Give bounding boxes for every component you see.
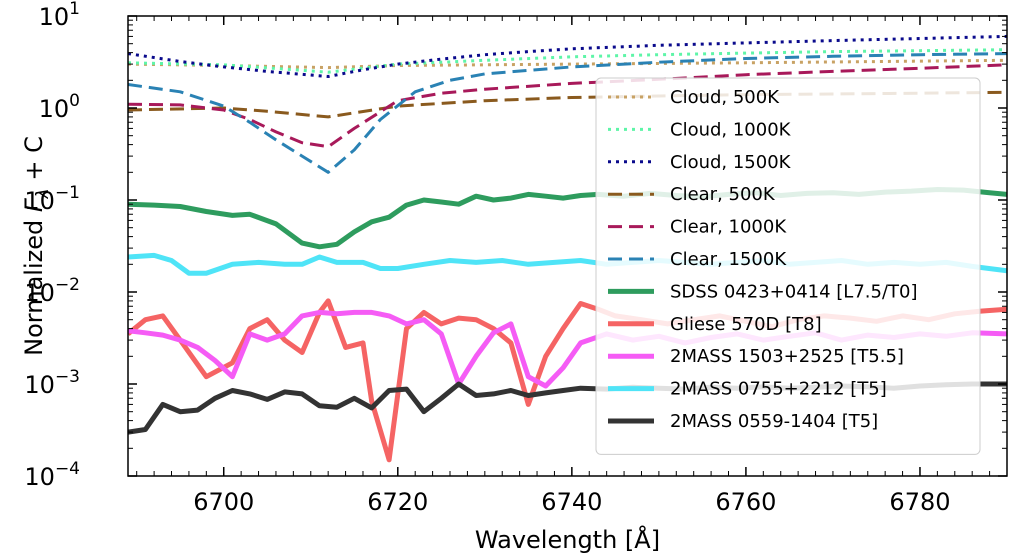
y-axis-label-prefix: Normalized: [20, 212, 48, 356]
legend-label-2mass-1503-2525-t5-5: 2MASS 1503+2525 [T5.5]: [670, 346, 904, 367]
legend-label-2mass-0559-1404-t5: 2MASS 0559-1404 [T5]: [670, 411, 878, 432]
legend-label-cloud-1000k: Cloud, 1000K: [670, 119, 792, 140]
y-tick-label: 10−2: [24, 275, 80, 307]
y-axis-label-suffix: + C: [20, 136, 48, 188]
x-tick-label: 6780: [889, 488, 950, 516]
y-tick-label: 10−4: [24, 459, 80, 491]
x-axis-label: Wavelength [Å]: [475, 525, 660, 554]
y-axis-label: Normalized Fλ + C: [20, 136, 53, 356]
plot-frame: [127, 15, 1008, 477]
series-line-clear-1500k: [128, 52, 1007, 174]
legend-label-clear-1000k: Clear, 1000K: [670, 217, 787, 238]
y-axis-label-subscript: λ: [33, 188, 53, 199]
x-tick-label: 6740: [541, 488, 602, 516]
legend-label-cloud-500k: Cloud, 500K: [670, 87, 780, 108]
legend-label-cloud-1500k: Cloud, 1500K: [670, 152, 792, 173]
y-tick-label: 101: [39, 0, 80, 31]
legend-label-clear-500k: Clear, 500K: [670, 184, 776, 205]
x-tick-label: 6700: [193, 488, 254, 516]
legend-label-2mass-0755-2212-t5: 2MASS 0755+2212 [T5]: [670, 379, 887, 400]
x-tick-label: 6720: [367, 488, 428, 516]
legend-label-sdss-0423-0414-l7-5-t0: SDSS 0423+0414 [L7.5/T0]: [670, 281, 918, 302]
legend-box: [595, 77, 981, 455]
series-line-cloud-500k: [128, 58, 1007, 70]
legend-label-clear-1500k: Clear, 1500K: [670, 249, 787, 270]
ticks-layer: 6700 6720 6740 6760 6780 10−4 10−3 10−2 10−1 100 1…: [24, 0, 1008, 516]
y-tick-label: 100: [39, 91, 80, 123]
x-tick-label: 6760: [715, 488, 776, 516]
y-axis-label-symbol: F: [20, 197, 48, 212]
y-tick-label: 10−1: [24, 183, 80, 215]
series-line-cloud-1500k: [128, 34, 1007, 78]
legend-label-gliese-570d-t8: Gliese 570D [T8]: [670, 314, 822, 335]
y-tick-label: 10−3: [24, 367, 80, 399]
legend: Cloud, 500K Cloud, 1000K Cloud, 1500K Clear…: [595, 77, 981, 455]
